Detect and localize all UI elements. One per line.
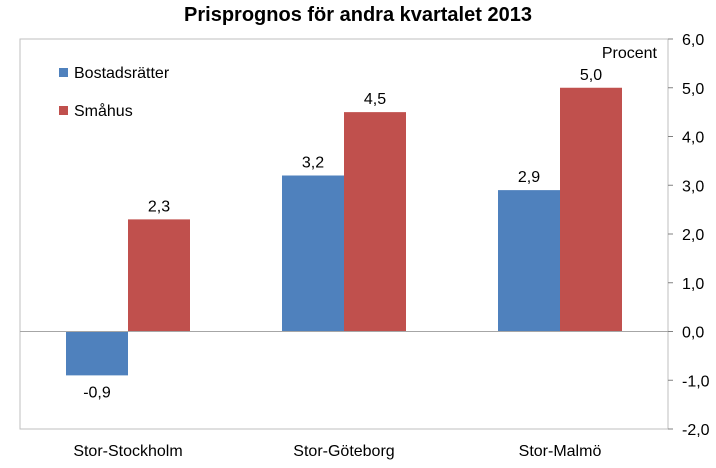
y-tick-label: 0,0 — [682, 325, 704, 342]
bar-bostadsratter — [282, 175, 344, 332]
legend-label: Bostadsrätter — [74, 65, 170, 82]
legend-label: Småhus — [74, 102, 133, 120]
y-tick-label: -2,0 — [682, 422, 710, 439]
category-label: Stor-Göteborg — [293, 443, 394, 460]
category-label: Stor-Malmö — [519, 443, 602, 460]
data-label: 2,9 — [518, 169, 540, 186]
data-label: 3,2 — [302, 155, 324, 172]
legend-swatch — [59, 68, 68, 77]
data-label: 5,0 — [580, 67, 602, 84]
y-tick-label: -1,0 — [682, 373, 710, 390]
data-label: 4,5 — [364, 91, 386, 108]
y-axis-unit-label: Procent — [602, 45, 658, 62]
data-label: -0,9 — [83, 384, 111, 401]
y-tick-label: 2,0 — [682, 227, 704, 244]
bar-smahus — [344, 112, 406, 332]
y-tick-label: 4,0 — [682, 130, 704, 147]
legend-swatch — [59, 106, 68, 115]
y-tick-label: 1,0 — [682, 276, 704, 293]
y-tick-label: 6,0 — [682, 32, 704, 49]
bar-smahus — [128, 219, 190, 332]
bar-bostadsratter — [498, 190, 560, 332]
data-label: 2,3 — [148, 198, 170, 215]
y-tick-label: 3,0 — [682, 178, 704, 195]
bar-bostadsratter — [66, 331, 128, 376]
category-label: Stor-Stockholm — [73, 443, 182, 460]
chart-title: Prisprognos för andra kvartalet 2013 — [184, 4, 532, 26]
bar-smahus — [560, 87, 622, 332]
y-tick-label: 5,0 — [682, 81, 704, 98]
